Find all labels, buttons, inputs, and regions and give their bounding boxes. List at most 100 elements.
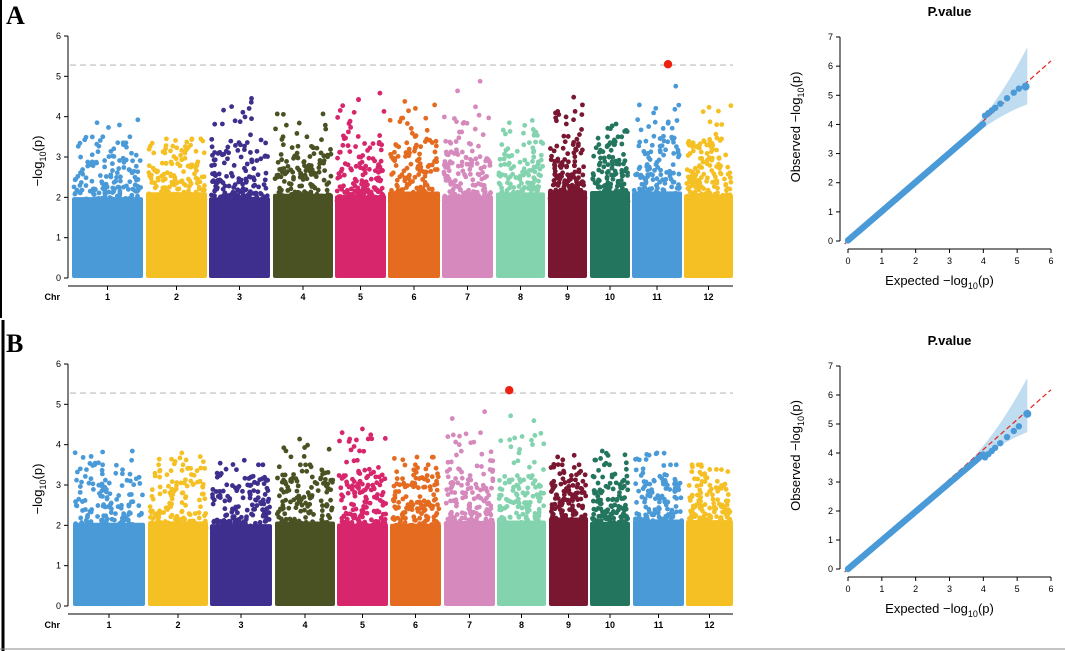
snp-point <box>230 506 235 512</box>
snp-point <box>280 134 286 140</box>
snp-point <box>468 525 474 531</box>
snp-point <box>633 481 639 487</box>
snp-point <box>396 190 402 195</box>
snp-point <box>466 141 472 146</box>
snp-point <box>516 503 522 508</box>
snp-point <box>473 104 478 110</box>
snp-point <box>705 187 711 193</box>
chromosome-label: 11 <box>654 620 664 630</box>
snp-point <box>613 121 619 127</box>
snp-point <box>413 523 418 529</box>
snp-point <box>652 507 658 512</box>
snp-point <box>623 506 629 512</box>
snp-point <box>689 462 695 468</box>
snp-point <box>662 180 668 186</box>
y-tick-label: 4 <box>56 440 61 450</box>
snp-point <box>410 195 415 200</box>
snp-point <box>532 169 538 175</box>
snp-point <box>402 520 408 525</box>
snp-point <box>285 188 291 193</box>
snp-point <box>123 515 129 520</box>
chromosome-label: 11 <box>652 292 662 302</box>
snp-point <box>394 469 400 475</box>
snp-point <box>340 142 346 148</box>
snp-point <box>136 474 142 480</box>
snp-point <box>134 188 140 194</box>
snp-point <box>179 508 185 514</box>
snp-point <box>470 177 476 183</box>
qq-x-tick-label: 3 <box>947 584 952 594</box>
snp-point <box>474 523 480 529</box>
snp-point <box>514 510 519 516</box>
snp-point <box>650 177 656 183</box>
snp-point <box>508 195 514 200</box>
snp-point <box>328 147 333 152</box>
qq-x-tick-label: 5 <box>1015 584 1020 594</box>
snp-point <box>279 487 284 492</box>
snp-point <box>362 467 368 473</box>
snp-point <box>198 504 203 510</box>
snp-point <box>481 198 487 204</box>
chromosome-label: 3 <box>238 620 243 630</box>
snp-point <box>265 488 271 493</box>
snp-point <box>461 526 466 532</box>
snp-point <box>83 517 89 523</box>
snp-point <box>469 148 475 154</box>
snp-point <box>209 136 215 142</box>
snp-point <box>243 198 249 204</box>
snp-point <box>339 519 345 524</box>
snp-point <box>473 156 479 162</box>
snp-point <box>260 462 266 468</box>
snp-point <box>614 161 620 167</box>
snp-point <box>503 131 508 137</box>
snp-point <box>370 141 376 146</box>
snp-point <box>202 513 207 519</box>
snp-point <box>571 174 577 180</box>
snp-point <box>372 519 378 525</box>
snp-point <box>566 175 572 181</box>
snp-point <box>654 176 660 181</box>
snp-point <box>198 136 204 142</box>
chromosome-3-points <box>209 457 273 606</box>
snp-point <box>566 198 572 204</box>
snp-point <box>540 163 546 169</box>
snp-point <box>570 142 576 147</box>
snp-point <box>118 174 123 180</box>
snp-point <box>431 492 437 498</box>
snp-point <box>712 179 718 184</box>
snp-point <box>530 442 535 448</box>
snp-point <box>303 500 309 506</box>
snp-point <box>368 432 374 438</box>
snp-point <box>427 162 432 168</box>
snp-point <box>231 514 237 519</box>
snp-point <box>348 447 354 453</box>
snp-point <box>434 194 440 199</box>
snp-point <box>441 162 447 168</box>
snp-point <box>401 168 407 174</box>
snp-point <box>528 191 534 196</box>
snp-point <box>576 175 581 181</box>
snp-point <box>320 526 326 532</box>
snp-point <box>538 139 544 145</box>
snp-point <box>507 437 513 443</box>
snp-point <box>418 144 424 150</box>
qq-point <box>1010 89 1017 96</box>
snp-point <box>728 179 734 185</box>
snp-point <box>552 496 558 501</box>
snp-point <box>466 502 472 508</box>
snp-point <box>552 165 558 171</box>
snp-point <box>254 194 260 200</box>
snp-point <box>246 198 252 204</box>
snp-point <box>146 191 152 197</box>
snp-point <box>146 163 152 169</box>
snp-point <box>369 517 374 523</box>
snp-point <box>526 140 532 146</box>
snp-point <box>530 493 536 499</box>
snp-point <box>253 190 259 196</box>
snp-point <box>704 161 710 167</box>
snp-point <box>549 525 555 531</box>
snp-point <box>563 486 569 491</box>
snp-point <box>222 498 228 504</box>
snp-point <box>157 467 163 473</box>
snp-point <box>99 467 105 473</box>
